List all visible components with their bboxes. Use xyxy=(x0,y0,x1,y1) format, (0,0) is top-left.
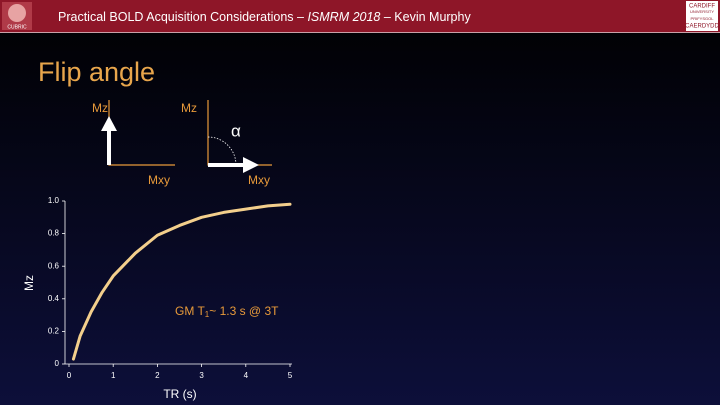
y-tick-label: 0.8 xyxy=(48,229,60,238)
arrowhead xyxy=(101,116,117,131)
arrowhead xyxy=(243,157,259,173)
header-bar xyxy=(0,0,720,32)
x-tick-label: 3 xyxy=(199,371,204,380)
annotation: GM T1~ 1.3 s @ 3T xyxy=(175,304,279,319)
left-logo-text: CUBRIC xyxy=(7,24,27,30)
annotation-part: GM T xyxy=(175,304,205,318)
angle-label: α xyxy=(231,121,241,140)
data-line xyxy=(71,202,292,361)
chart: TR (s) Mz GM T1~ 1.3 s @ 3T 0 1 2 3 4 500.20.… xyxy=(22,196,293,401)
y-axis-label: Mz xyxy=(22,275,36,291)
right-diagram: α Mz Mxy xyxy=(181,100,272,187)
y-tick-label: 0.2 xyxy=(48,327,60,336)
brain-icon xyxy=(8,4,26,22)
header-title-part: – Kevin Murphy xyxy=(380,10,471,24)
header-title: Practical BOLD Acquisition Consideration… xyxy=(58,10,471,24)
right-logo-text: UNIVERSITY xyxy=(690,9,714,14)
right-logo xyxy=(686,1,718,31)
annotation-part: ~ 1.3 s @ 3T xyxy=(209,304,279,318)
left-diagram: Mz Mxy xyxy=(92,100,175,187)
right-logo-text: CARDIFF xyxy=(689,4,715,10)
x-tick-label: 0 xyxy=(67,371,72,380)
x-tick-label: 2 xyxy=(155,371,160,380)
y-tick-label: 0 xyxy=(55,359,60,368)
x-tick-label: 1 xyxy=(111,371,116,380)
axis-label: Mxy xyxy=(248,173,270,187)
y-tick-label: 1.0 xyxy=(48,196,60,205)
axis-label: Mz xyxy=(92,101,108,115)
y-tick-label: 0.6 xyxy=(48,261,60,270)
header-rule xyxy=(0,32,720,33)
slide-title: Flip angle xyxy=(38,57,155,87)
header-title-part: Practical BOLD Acquisition Consideration… xyxy=(58,10,307,24)
x-axis-label: TR (s) xyxy=(163,387,196,401)
y-tick-label: 0.4 xyxy=(48,294,60,303)
right-logo-text: PRIFYSGOL xyxy=(691,16,715,21)
angle-arc xyxy=(207,136,237,166)
axis-label: Mxy xyxy=(148,173,170,187)
axis-label: Mz xyxy=(181,101,197,115)
header-title-part: ISMRM 2018 xyxy=(307,10,380,24)
x-tick-label: 4 xyxy=(244,371,249,380)
annotation-subscript: 1 xyxy=(205,310,210,319)
x-tick-label: 5 xyxy=(288,371,293,380)
right-logo-text: CAERDYDD xyxy=(685,24,719,30)
